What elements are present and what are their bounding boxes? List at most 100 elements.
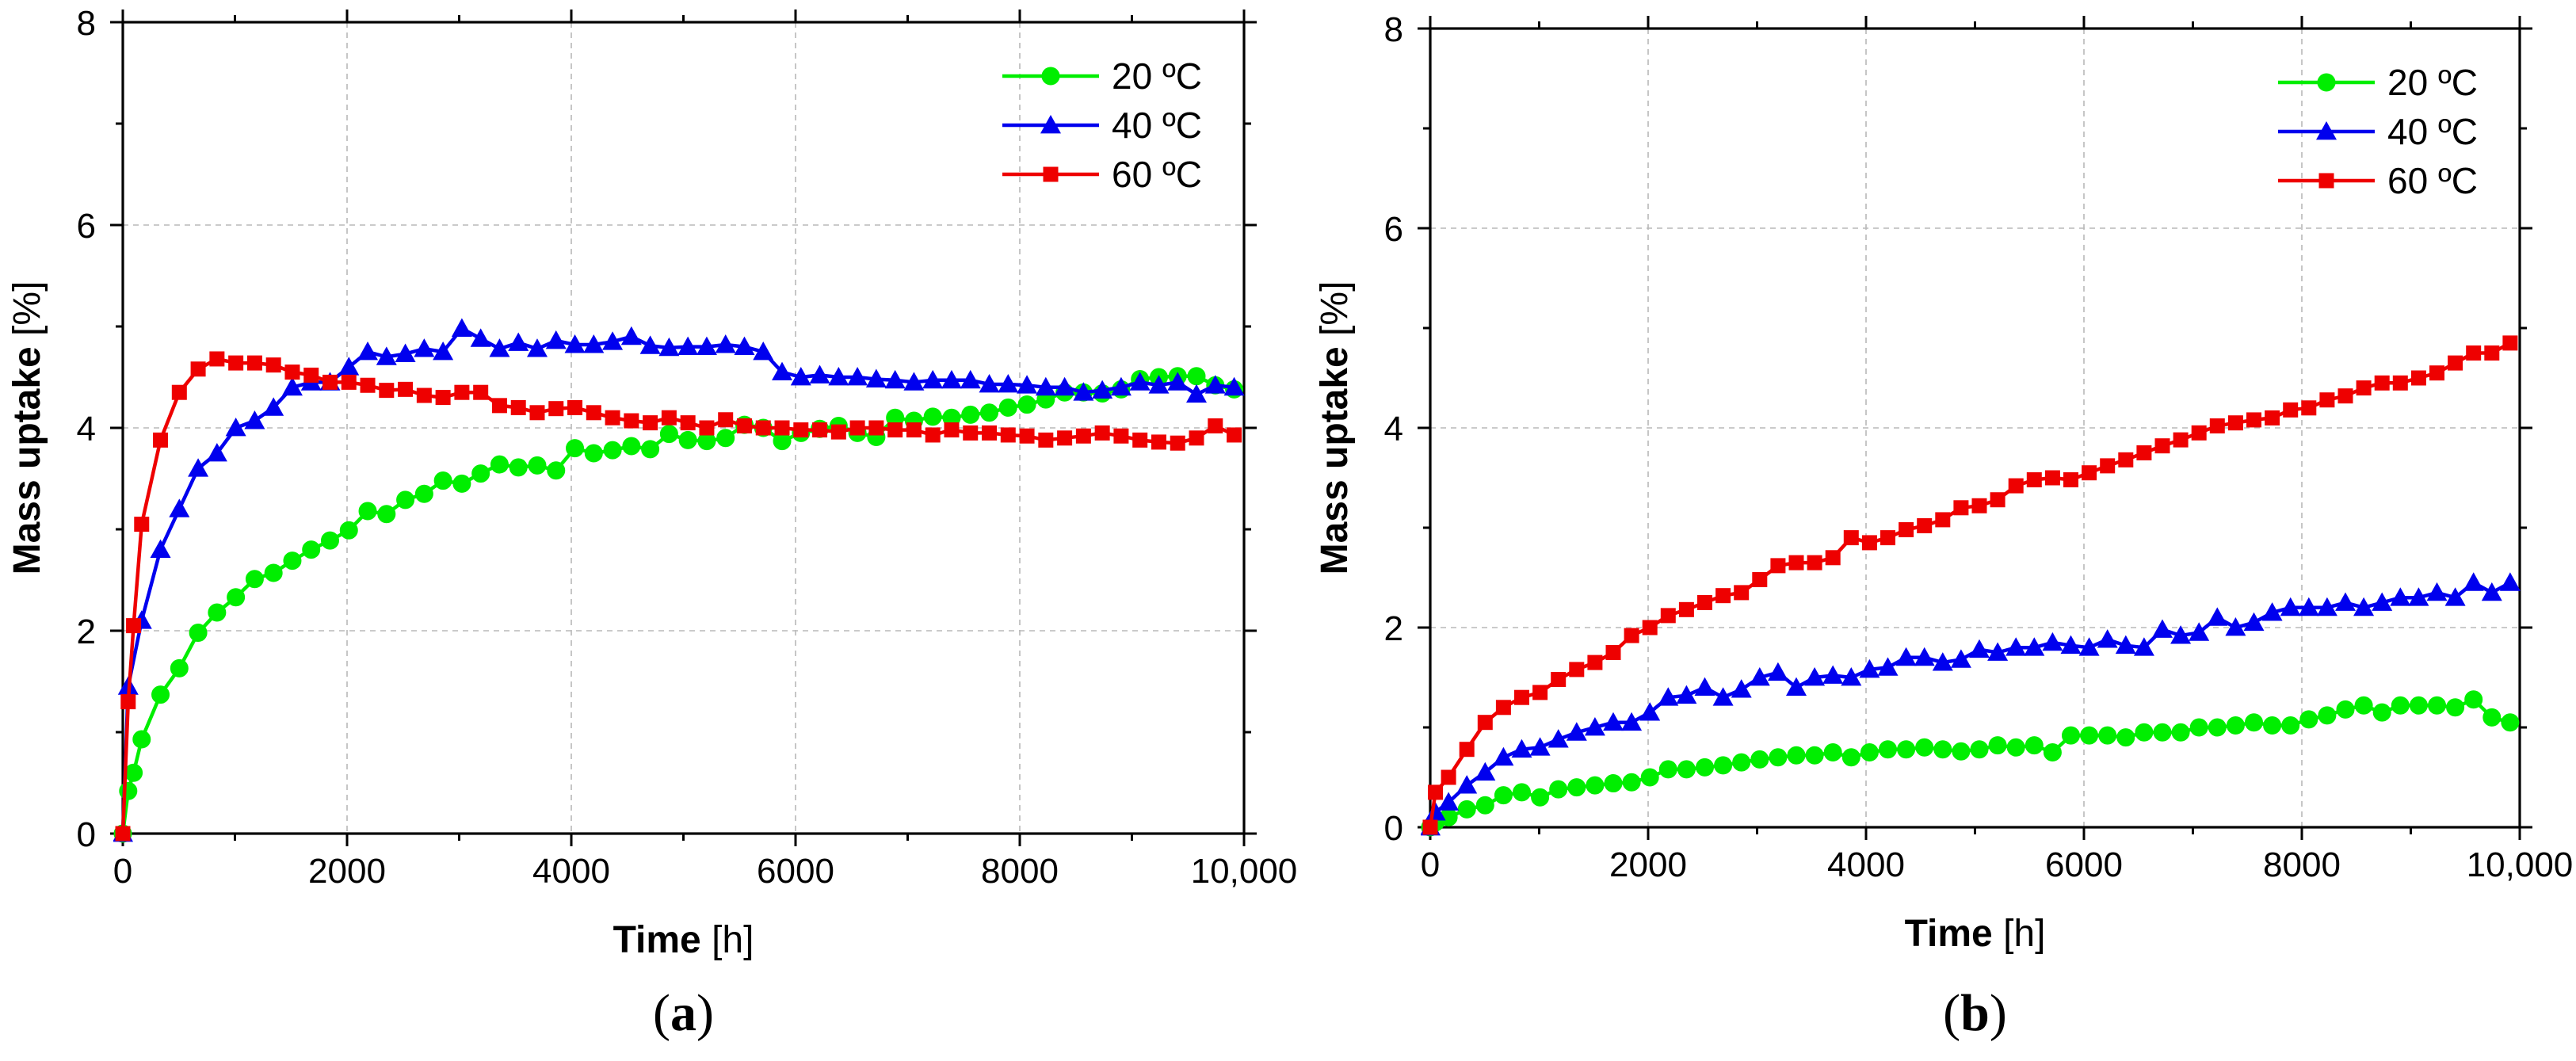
chart-a-series-20c-point bbox=[452, 474, 471, 493]
chart-b-series-20c-point bbox=[2354, 696, 2373, 715]
chart-a-series-60c-point bbox=[1094, 425, 1110, 441]
chart-b-series-60c-point bbox=[1660, 608, 1676, 624]
chart-a-series-40c bbox=[113, 318, 1245, 842]
chart-b-series-60c-point bbox=[1788, 555, 1804, 571]
chart-a-series-40c-point bbox=[395, 343, 416, 362]
chart-b-series-20c-point bbox=[1457, 800, 1476, 819]
chart-b-series-20c-point bbox=[2226, 716, 2245, 735]
chart-b-series-60c-point bbox=[2502, 335, 2518, 351]
chart-b-series-40c-point bbox=[2097, 629, 2118, 648]
chart-b-series-60c-point bbox=[2466, 345, 2482, 361]
chart-b-series-60c-point bbox=[2063, 472, 2078, 488]
chart-b-series-20c-point bbox=[1531, 788, 1550, 807]
chart-b-series-40c-point bbox=[2152, 619, 2173, 638]
chart-b-series-60c-point bbox=[1953, 500, 1969, 516]
chart-b-series-20c-line bbox=[1429, 697, 2511, 829]
chart-a-x-tick-label: 2000 bbox=[308, 852, 386, 891]
chart-b-series-60c-point bbox=[1678, 601, 1694, 617]
chart-b-series-40c-point bbox=[2060, 635, 2082, 655]
chart-b-series-20c-point bbox=[1586, 776, 1605, 795]
chart-a-panel-label: (a) bbox=[653, 984, 714, 1042]
chart-a-legend-entry-40c-marker bbox=[1040, 115, 1061, 134]
chart-b-series-20c-point bbox=[1841, 748, 1860, 767]
chart-b-series-60c-point bbox=[1495, 700, 1511, 716]
chart-b-series-60c-point bbox=[1843, 530, 1859, 546]
chart-b-series-60c-point bbox=[2191, 425, 2207, 441]
chart-b-series-60c-point bbox=[2118, 452, 2134, 468]
chart-b-series-40c-point bbox=[2372, 592, 2393, 611]
chart-a-series-60c-point bbox=[944, 422, 960, 438]
chart-b-x-axis-title-bold: Time bbox=[1905, 913, 1993, 955]
chart-b-series-40c-point bbox=[1914, 647, 1935, 666]
chart-b-series-40c-point bbox=[1493, 746, 1514, 766]
chart-a-series-20c-point bbox=[998, 398, 1017, 417]
chart-a-series-40c-point bbox=[376, 346, 397, 365]
chart-a-series-20c-point bbox=[603, 441, 622, 460]
chart-a: 0 2000 4000 6000 8000 10,000 0 2 4 6 8 Time [h] Mass… bbox=[6, 4, 1297, 1042]
chart-a-y-axis-title-bold: Mass uptake bbox=[6, 346, 48, 574]
chart-b-series-20c-point bbox=[1769, 748, 1788, 767]
chart-a-series-60c-point bbox=[1189, 430, 1204, 446]
chart-b-series-40c-point bbox=[1895, 647, 1917, 666]
chart-b-series-40c-point bbox=[2353, 597, 2375, 616]
chart-b-series-20c-point bbox=[1897, 740, 1916, 759]
chart-b-legend-entry-60c-label: 60 ºC bbox=[2387, 160, 2478, 201]
chart-a-series-60c-point bbox=[699, 420, 715, 436]
chart-b-series-40c-point bbox=[2189, 622, 2210, 641]
chart-b-series-60c-point bbox=[1422, 819, 1438, 835]
chart-a-series-40c-point bbox=[470, 328, 491, 347]
chart-b-data-area bbox=[1421, 335, 2521, 837]
chart-b-series-40c-point bbox=[1475, 761, 1496, 781]
chart-a-series-40c-point bbox=[508, 332, 529, 351]
chart-a-series-20c-point bbox=[264, 563, 283, 582]
chart-b-series-20c-point bbox=[1640, 768, 1659, 787]
chart-b-series-20c-point bbox=[1952, 742, 1971, 761]
chart-a-series-60c-point bbox=[736, 418, 752, 433]
chart-b-series-60c-point bbox=[2026, 472, 2042, 488]
chart-b-series-20c-point bbox=[2446, 698, 2465, 717]
chart-b-series-60c-point bbox=[2044, 470, 2060, 486]
chart-a-series-20c-point bbox=[227, 588, 246, 607]
chart-b-series-20c-point bbox=[1622, 773, 1641, 792]
chart-b-series-20c-point bbox=[2372, 703, 2391, 722]
chart-b-series-40c-point bbox=[1731, 679, 1752, 698]
chart-b-series-60c-point bbox=[2082, 465, 2097, 481]
chart-a-series-40c-point bbox=[903, 372, 925, 391]
chart-b-series-40c-point bbox=[2170, 625, 2192, 644]
chart-a-y-tick-label: 4 bbox=[77, 410, 96, 448]
chart-a-series-60c-point bbox=[774, 420, 790, 436]
chart-b-series-60c bbox=[1422, 335, 2518, 835]
chart-b-series-40c-point bbox=[2207, 607, 2228, 626]
chart-a-x-axis-title: Time [h] bbox=[613, 919, 754, 961]
chart-b-series-40c-point bbox=[2261, 602, 2283, 621]
chart-a-series-40c-point bbox=[281, 376, 303, 396]
chart-b-series-60c-point bbox=[1880, 530, 1895, 546]
chart-a-series-60c-point bbox=[153, 432, 169, 448]
chart-a-series-20c-point bbox=[509, 458, 528, 477]
chart-a-series-40c-point bbox=[1073, 382, 1094, 401]
chart-a-series-40c-point bbox=[489, 338, 510, 357]
chart-b-y-axis-title: Mass uptake [%] bbox=[1314, 281, 1356, 575]
chart-b-series-60c-point bbox=[1514, 689, 1529, 705]
chart-b-series-20c-point bbox=[1933, 740, 1952, 759]
chart-a-series-60c-point bbox=[830, 424, 846, 440]
chart-b-series-60c-point bbox=[2265, 410, 2280, 426]
chart-b-series-20c-point bbox=[2336, 700, 2355, 719]
chart-a-series-60c-point bbox=[755, 420, 771, 436]
chart-b-series-40c-point bbox=[1694, 677, 1715, 696]
chart-b-series-60c-point bbox=[1697, 595, 1712, 610]
chart-b-series-40c-point bbox=[1658, 687, 1679, 706]
chart-b-series-60c-point bbox=[1642, 620, 1658, 635]
chart-a-series-60c-point bbox=[586, 405, 601, 421]
chart-a-legend-entry-20c-marker bbox=[1041, 67, 1060, 86]
chart-a-series-40c-point bbox=[790, 367, 811, 386]
chart-b-series-60c-point bbox=[1587, 655, 1603, 670]
chart-a-series-20c-point bbox=[641, 440, 660, 459]
chart-b-y-tick-label: 2 bbox=[1384, 609, 1403, 648]
chart-a-series-20c-point bbox=[923, 407, 942, 426]
chart-a-series-40c-point bbox=[545, 330, 567, 349]
chart-a-series-40c-point bbox=[620, 326, 642, 345]
chart-b-series-20c-point bbox=[1860, 743, 1879, 761]
chart-b-series-20c-point bbox=[2135, 723, 2154, 742]
chart-a-series-60c-point bbox=[1227, 427, 1242, 443]
